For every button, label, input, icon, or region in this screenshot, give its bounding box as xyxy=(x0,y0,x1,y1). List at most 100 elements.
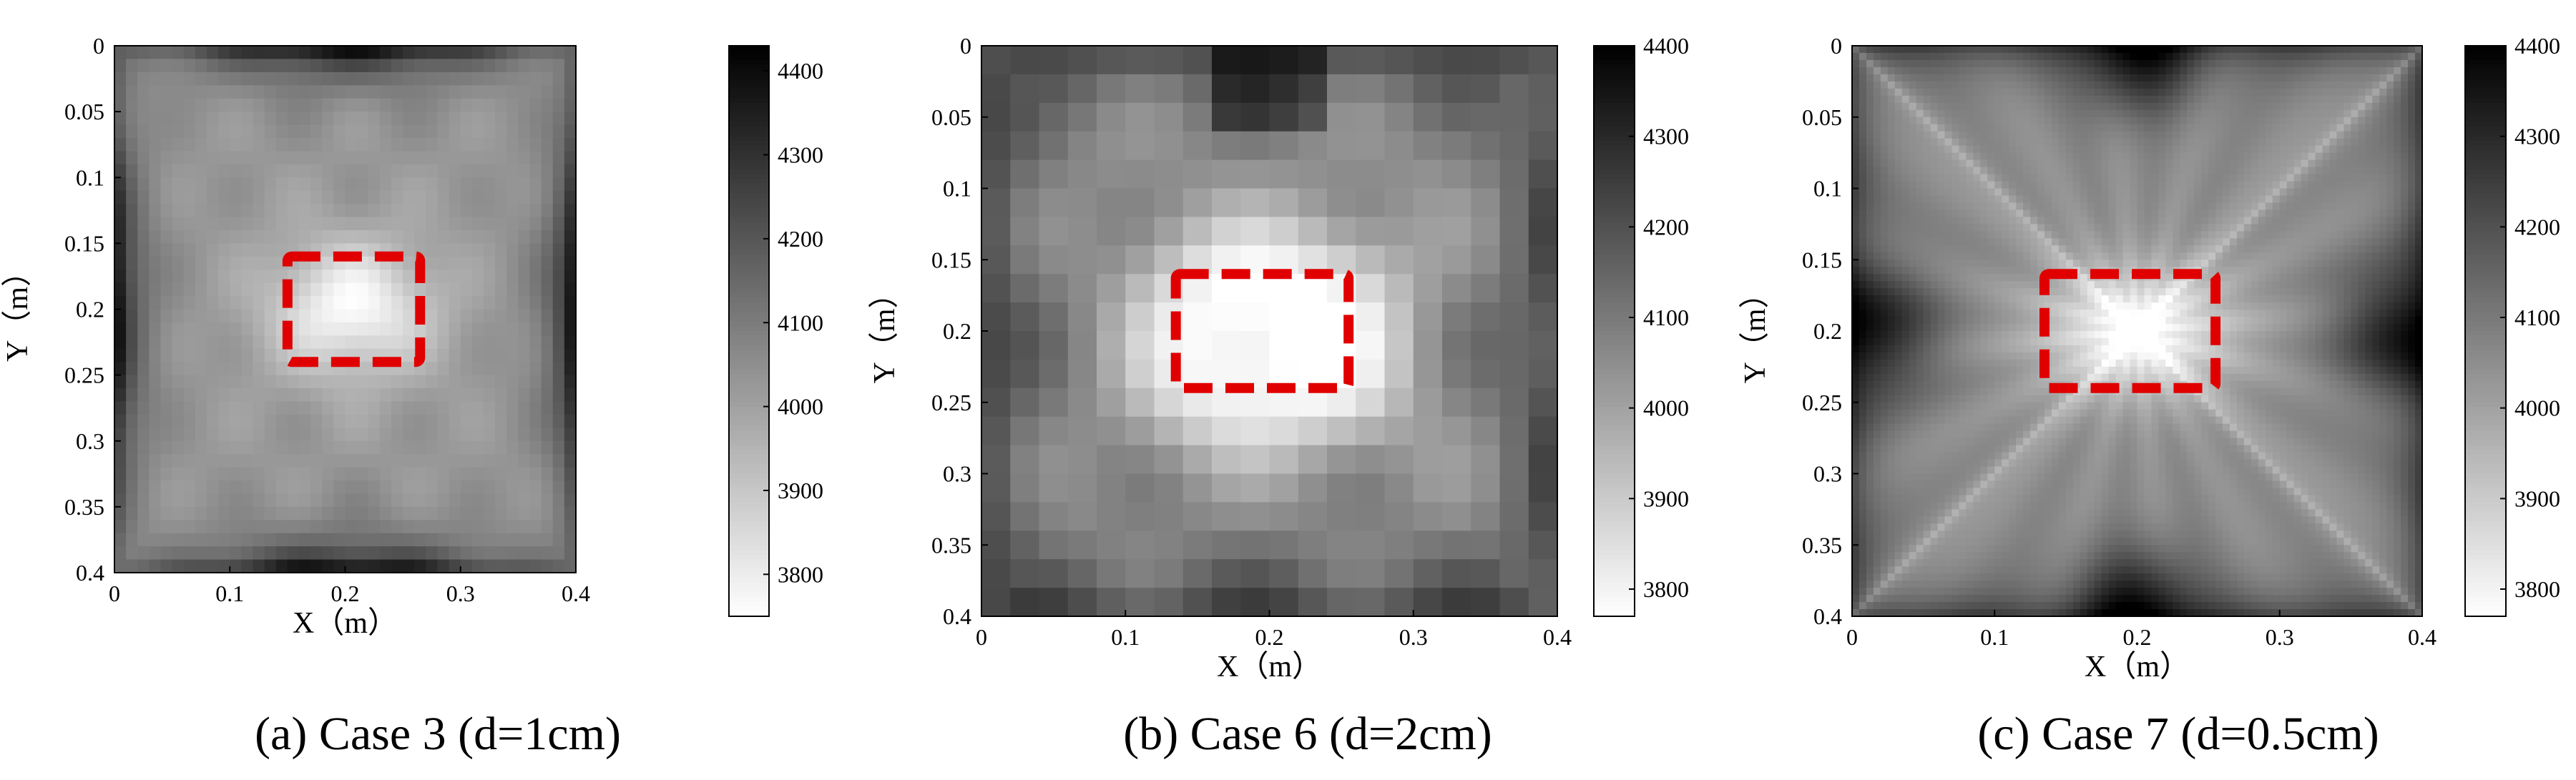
heatmap-cell xyxy=(160,375,173,389)
heatmap-cell xyxy=(2215,95,2223,104)
heatmap-cell xyxy=(506,506,519,520)
heatmap-cell xyxy=(2137,109,2145,118)
heatmap-cell xyxy=(322,71,334,86)
heatmap-cell xyxy=(322,440,334,455)
heatmap-cell xyxy=(1951,152,1960,161)
heatmap-cell xyxy=(449,322,461,336)
heatmap-cell xyxy=(981,359,1011,389)
heatmap-cell xyxy=(2336,117,2345,125)
heatmap-cell xyxy=(310,546,323,561)
heatmap-cell xyxy=(403,559,415,573)
heatmap-cell xyxy=(1937,59,1946,68)
colorbar-tick-label: 4000 xyxy=(1643,395,1689,421)
heatmap-cell xyxy=(195,85,207,99)
heatmap-cell xyxy=(310,296,323,310)
heatmap-cell xyxy=(1901,145,1910,154)
heatmap-cell xyxy=(2279,152,2288,161)
heatmap-cell xyxy=(137,493,150,508)
heatmap-cell xyxy=(529,71,542,86)
heatmap-cell xyxy=(484,375,496,389)
heatmap-cell xyxy=(460,414,473,428)
heatmap-cell xyxy=(1937,152,1946,161)
heatmap-cell xyxy=(1980,59,1988,68)
heatmap-cell xyxy=(495,309,507,323)
heatmap-cell xyxy=(1499,473,1529,503)
heatmap-cell xyxy=(287,164,300,178)
heatmap-cell xyxy=(2009,145,2017,154)
heatmap-cell xyxy=(564,493,577,508)
heatmap-cell xyxy=(2130,95,2138,104)
heatmap-cell xyxy=(2236,167,2245,175)
heatmap-cell xyxy=(564,520,577,534)
heatmap-cell xyxy=(2394,202,2401,211)
heatmap-cell xyxy=(230,520,242,534)
heatmap-cell xyxy=(2044,95,2052,104)
heatmap-cell xyxy=(333,546,346,561)
heatmap-cell xyxy=(2223,252,2230,260)
heatmap-cell xyxy=(552,85,565,99)
heatmap-cell xyxy=(172,243,185,257)
heatmap-cell xyxy=(2087,102,2095,111)
heatmap-cell xyxy=(2187,217,2195,224)
heatmap-cell xyxy=(2030,209,2038,217)
heatmap-cell xyxy=(2215,159,2223,168)
heatmap-cell xyxy=(310,85,323,99)
heatmap-cell xyxy=(2158,124,2166,132)
heatmap-cell xyxy=(2379,209,2387,217)
heatmap-cell xyxy=(160,164,173,178)
heatmap-cell xyxy=(1499,445,1529,475)
heatmap-cell xyxy=(2065,174,2074,182)
heatmap-cell xyxy=(1866,117,1874,125)
heatmap-cell xyxy=(1930,224,1939,232)
heatmap-cell xyxy=(137,467,150,481)
heatmap-cell xyxy=(333,493,346,508)
heatmap-cell xyxy=(495,85,507,99)
heatmap-cell xyxy=(1125,245,1155,275)
heatmap-cell xyxy=(160,546,173,561)
heatmap-cell xyxy=(1894,217,1903,224)
heatmap-cell xyxy=(379,401,392,415)
heatmap-cell xyxy=(2094,102,2102,111)
heatmap-cell xyxy=(2173,124,2180,132)
heatmap-cell xyxy=(2158,274,2166,282)
heatmap-cell xyxy=(2336,231,2345,239)
heatmap-cell xyxy=(460,296,473,310)
heatmap-cell xyxy=(1212,188,1241,217)
heatmap-cell xyxy=(207,164,219,178)
heatmap-cell xyxy=(471,98,484,112)
heatmap-cell xyxy=(2002,195,2009,204)
heatmap-cell xyxy=(2236,188,2245,197)
heatmap-cell xyxy=(160,322,173,336)
heatmap-cell xyxy=(437,217,450,231)
heatmap-cell xyxy=(1937,46,1946,54)
heatmap-cell xyxy=(195,190,207,204)
heatmap-cell xyxy=(2030,102,2038,111)
heatmap-cell xyxy=(195,270,207,284)
heatmap-cell xyxy=(183,124,196,139)
heatmap-cell xyxy=(1937,252,1946,260)
heatmap-cell xyxy=(1916,81,1924,89)
heatmap-cell xyxy=(426,322,439,336)
heatmap-cell xyxy=(1097,102,1126,132)
heatmap-cell xyxy=(299,335,311,350)
heatmap-cell xyxy=(2322,74,2331,82)
heatmap-cell xyxy=(1858,195,1867,204)
heatmap-cell xyxy=(2165,46,2173,54)
heatmap-cell xyxy=(230,480,242,495)
heatmap-cell xyxy=(2415,124,2423,132)
heatmap-cell xyxy=(2201,267,2209,275)
heatmap-cell xyxy=(484,243,496,257)
heatmap-cell xyxy=(2223,131,2230,139)
colorbar-swatch xyxy=(1594,240,1635,246)
heatmap-cell xyxy=(2351,95,2359,104)
heatmap-cell xyxy=(310,71,323,86)
heatmap-cell xyxy=(2087,74,2095,82)
heatmap-cell xyxy=(160,112,173,126)
heatmap-cell xyxy=(471,335,484,350)
heatmap-cell xyxy=(2144,66,2153,75)
heatmap-cell xyxy=(2044,159,2052,168)
heatmap-cell xyxy=(2080,152,2088,161)
heatmap-cell xyxy=(137,270,150,284)
heatmap-cell xyxy=(2101,231,2110,239)
colorbar-swatch xyxy=(729,297,769,303)
